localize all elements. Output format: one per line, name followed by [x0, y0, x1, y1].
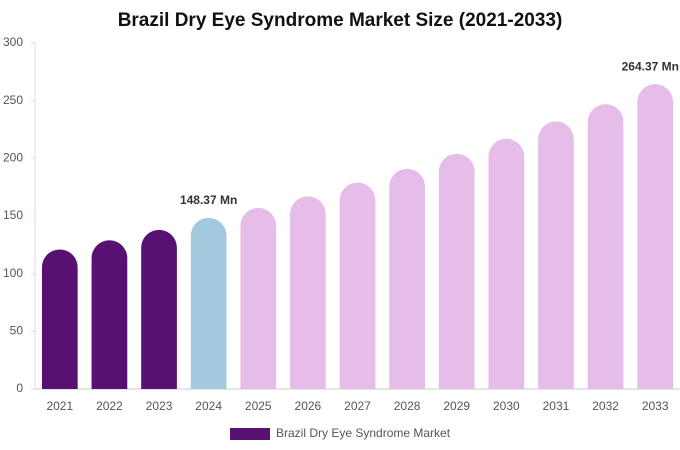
bar	[141, 229, 177, 389]
x-tick-label: 2021	[46, 399, 73, 413]
bar	[389, 168, 425, 389]
x-tick-label: 2031	[543, 399, 570, 413]
bar	[538, 121, 574, 390]
bar	[488, 138, 525, 389]
x-tick-label: 2024	[195, 399, 222, 413]
y-tick-label: 100	[3, 266, 23, 280]
legend-swatch	[230, 428, 270, 440]
bar	[41, 249, 78, 389]
x-tick-label: 2022	[96, 399, 123, 413]
bar	[190, 217, 227, 389]
y-tick-label: 200	[3, 151, 23, 165]
x-tick-label: 2028	[394, 399, 421, 413]
x-tick-label: 2030	[493, 399, 520, 413]
bar	[587, 104, 624, 389]
chart-title: Brazil Dry Eye Syndrome Market Size (202…	[118, 10, 563, 31]
bar	[339, 182, 376, 389]
x-tick-label: 2029	[443, 399, 470, 413]
x-tick-label: 2023	[146, 399, 173, 413]
bar	[240, 207, 277, 389]
y-tick-label: 150	[3, 208, 23, 222]
y-tick-label: 300	[3, 35, 23, 49]
y-tick-label: 0	[16, 381, 23, 395]
x-tick-label: 2032	[592, 399, 619, 413]
bar	[637, 84, 674, 390]
x-tick-label: 2025	[245, 399, 272, 413]
bar	[438, 153, 475, 389]
legend-label: Brazil Dry Eye Syndrome Market	[276, 426, 451, 440]
y-tick-label: 250	[3, 93, 23, 107]
value-label: 148.37 Mn	[180, 193, 237, 207]
x-tick-label: 2027	[344, 399, 371, 413]
bar	[290, 196, 326, 389]
value-label: 264.37 Mn	[622, 59, 679, 73]
x-tick-label: 2026	[295, 399, 322, 413]
x-tick-label: 2033	[642, 399, 669, 413]
y-tick-label: 50	[10, 324, 24, 338]
bar	[91, 240, 128, 389]
